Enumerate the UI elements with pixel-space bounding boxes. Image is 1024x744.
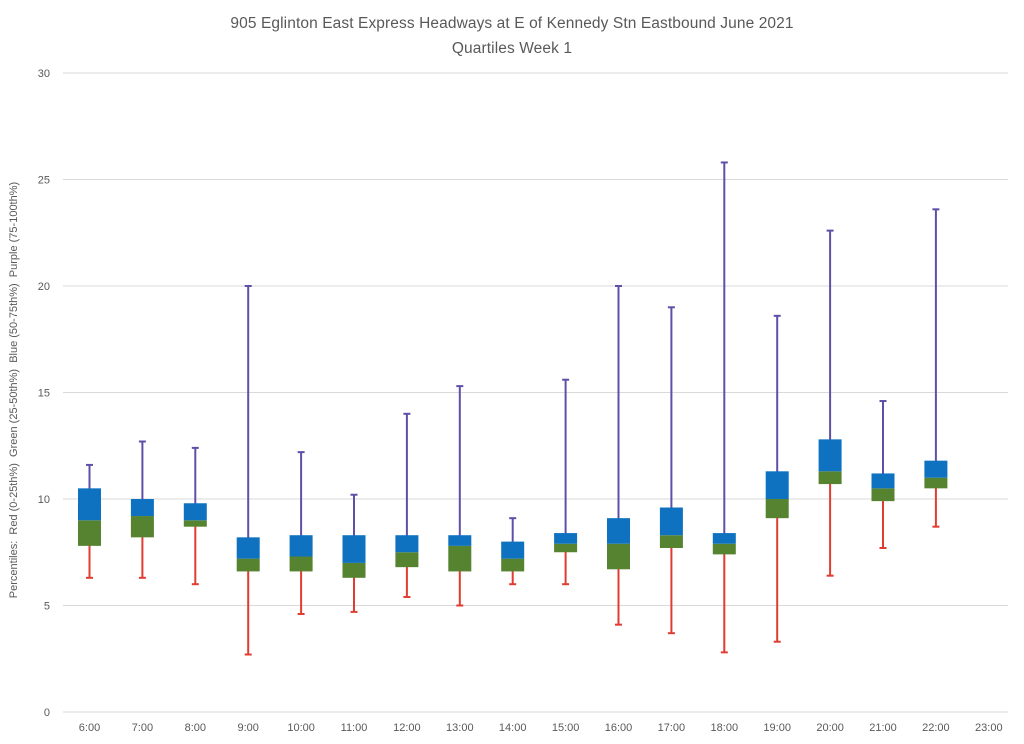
box-q1-median-16:00 (607, 543, 630, 570)
y-tick-label-20: 20 (38, 281, 50, 293)
box-q1-median-18:00 (712, 543, 736, 555)
x-axis-label-12:00: 12:00 (393, 722, 421, 734)
x-axis-label-18:00: 18:00 (711, 722, 739, 734)
box-q1-median-20:00 (818, 471, 842, 485)
box-median-q3-10:00 (289, 535, 313, 557)
box-q1-median-8:00 (183, 520, 207, 527)
y-axis-label: Percentiles: Red (0-25th%) Green (25-50t… (8, 181, 20, 599)
x-axis-label-22:00: 22:00 (922, 722, 950, 734)
chart-title-line1: 905 Eglinton East Express Headways at E … (230, 15, 794, 32)
box-q1-median-10:00 (289, 556, 313, 572)
box-q1-median-17:00 (659, 535, 683, 548)
y-tick-label-15: 15 (38, 388, 50, 400)
x-axis-label-16:00: 16:00 (605, 722, 633, 734)
chart-title-line2: Quartiles Week 1 (451, 40, 573, 57)
box-median-q3-8:00 (183, 503, 207, 521)
x-axis-label-9:00: 9:00 (237, 722, 258, 734)
x-axis-label-23:00: 23:00 (975, 722, 1003, 734)
box-q1-median-14:00 (501, 558, 525, 572)
box-median-q3-19:00 (765, 471, 789, 499)
x-axis-label-6:00: 6:00 (79, 722, 100, 734)
y-tick-label-0: 0 (44, 707, 50, 719)
y-tick-label-10: 10 (38, 494, 50, 506)
y-tick-label-25: 25 (38, 175, 50, 187)
x-axis-label-11:00: 11:00 (341, 722, 368, 734)
box-median-q3-14:00 (501, 541, 525, 559)
box-q1-median-6:00 (78, 520, 101, 546)
box-median-q3-22:00 (924, 460, 948, 478)
box-q1-median-22:00 (924, 477, 948, 489)
x-axis-label-19:00: 19:00 (763, 722, 791, 734)
x-axis-label-15:00: 15:00 (552, 722, 580, 734)
box-q1-median-13:00 (448, 545, 472, 572)
box-median-q3-21:00 (871, 473, 895, 489)
box-q1-median-12:00 (395, 552, 419, 568)
box-q1-median-21:00 (871, 488, 895, 502)
box-median-q3-7:00 (130, 499, 154, 517)
box-median-q3-16:00 (607, 518, 630, 544)
x-axis-label-17:00: 17:00 (658, 722, 686, 734)
box-median-q3-17:00 (659, 507, 683, 536)
box-q1-median-11:00 (342, 562, 366, 578)
box-median-q3-15:00 (554, 533, 578, 544)
y-tick-label-30: 30 (38, 68, 50, 80)
x-axis-label-20:00: 20:00 (816, 722, 844, 734)
x-axis-label-7:00: 7:00 (132, 722, 153, 734)
box-q1-median-19:00 (765, 499, 789, 519)
box-median-q3-9:00 (236, 537, 260, 559)
box-median-q3-11:00 (342, 535, 366, 563)
box-q1-median-7:00 (130, 516, 154, 538)
x-axis-label-8:00: 8:00 (185, 722, 206, 734)
box-q1-median-9:00 (236, 558, 260, 572)
box-median-q3-20:00 (818, 439, 842, 472)
box-q1-median-15:00 (554, 543, 578, 553)
box-median-q3-18:00 (712, 533, 736, 544)
box-median-q3-13:00 (448, 535, 472, 546)
box-median-q3-6:00 (78, 488, 101, 521)
x-axis-label-21:00: 21:00 (869, 722, 897, 734)
y-tick-label-5: 5 (44, 601, 50, 613)
x-axis-label-13:00: 13:00 (446, 722, 474, 734)
x-axis-label-14:00: 14:00 (499, 722, 527, 734)
x-axis-label-10:00: 10:00 (287, 722, 315, 734)
box-median-q3-12:00 (395, 535, 419, 553)
chart-title-block: 905 Eglinton East Express Headways at E … (0, 11, 1024, 61)
